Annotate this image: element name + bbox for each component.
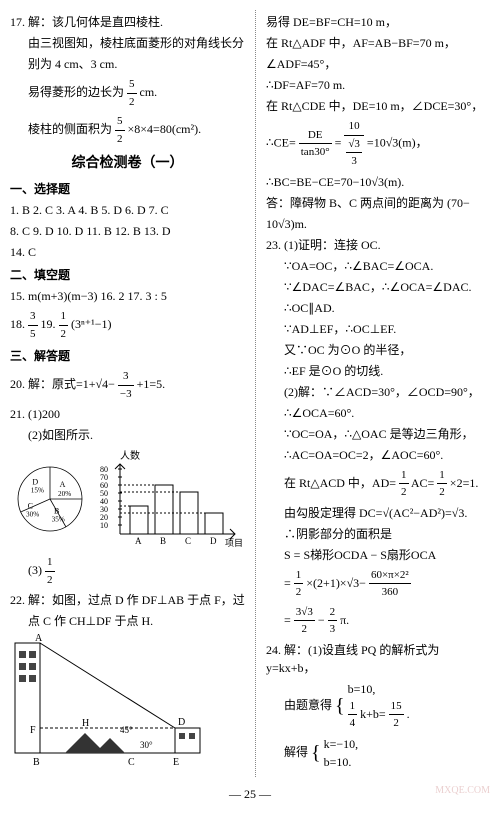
line: ∵∠DAC=∠BAC，∴∠OCA=∠DAC.	[266, 278, 490, 296]
answers: 18. 35 19. 12 (3ⁿ⁺¹−1)	[10, 308, 245, 342]
line: 在 Rt△ADF 中，AF=AB−BF=70 m，	[266, 34, 490, 52]
line: 17. 解：该几何体是直四棱柱.	[10, 13, 245, 31]
bar-chart: 人数 项目 8070605040302010ABCD	[95, 449, 245, 549]
svg-text:B: B	[33, 757, 40, 768]
svg-text:A: A	[135, 536, 142, 546]
svg-text:15%: 15%	[31, 487, 44, 495]
line: ∴CE= DEtan30° = 10√33 =10√3(m)，	[266, 118, 490, 170]
svg-text:B: B	[54, 506, 59, 515]
line: ∴DF=AF=70 m.	[266, 76, 490, 94]
charts: A 20% B 35% C 30% D 15% 人数 项目 8070605040…	[10, 449, 245, 549]
line: ∴OC∥AD.	[266, 299, 490, 317]
line: 易得 DE=BF=CH=10 m，	[266, 13, 490, 31]
svg-text:10: 10	[100, 521, 108, 530]
svg-text:D: D	[210, 536, 217, 546]
triangle-diagram: A D F H B C E 45° 30°	[10, 633, 210, 773]
line: 答：障碍物 B、C 两点间的距离为 (70−	[266, 194, 490, 212]
svg-text:D: D	[32, 478, 38, 487]
svg-text:F: F	[30, 725, 36, 736]
q22-2: 点 C 作 CH⊥DF 于点 H.	[10, 612, 245, 630]
q24: 24. 解：(1)设直线 PQ 的解析式为 y=kx+b，	[266, 641, 490, 677]
line: ∴BC=BE−CE=70−10√3(m).	[266, 173, 490, 191]
q22-1: 22. 解：如图，过点 D 作 DF⊥AB 于点 F，过	[10, 591, 245, 609]
line: ∴∠OCA=60°.	[266, 404, 490, 422]
line: (2)解：∵∠ACD=30°，∠OCD=90°，	[266, 383, 490, 401]
line: 10√3)m.	[266, 215, 490, 233]
line: ∵OA=OC，∴∠BAC=∠OCA.	[266, 257, 490, 275]
svg-text:项目: 项目	[225, 538, 243, 548]
line: = 12 ×(2+1)×√3− 60×π×2²360	[266, 567, 490, 601]
line: 又∵OC 为⊙O 的半径，	[266, 341, 490, 359]
svg-text:H: H	[82, 718, 89, 729]
svg-text:A: A	[60, 480, 66, 489]
q21-2: (2)如图所示.	[10, 426, 245, 444]
answers: 14. C	[10, 243, 245, 261]
line: 由题意得 { b=10, 14 k+b= 152 .	[266, 680, 490, 732]
pie-chart: A 20% B 35% C 30% D 15%	[10, 459, 90, 539]
svg-text:D: D	[178, 717, 185, 728]
svg-text:E: E	[173, 757, 179, 768]
q21-3: (3) 12	[10, 554, 245, 588]
line: ∴EF 是⊙O 的切线.	[266, 362, 490, 380]
line: 在 Rt△CDE 中，DE=10 m，∠DCE=30°，	[266, 97, 490, 115]
line: 解得 { k=−10, b=10.	[266, 735, 490, 771]
right-column: 易得 DE=BF=CH=10 m， 在 Rt△ADF 中，AF=AB−BF=70…	[255, 10, 490, 777]
left-column: 17. 解：该几何体是直四棱柱. 由三视图知，棱柱底面菱形的对角线长分 别为 4…	[10, 10, 245, 777]
line: 易得菱形的边长为 52 cm.	[10, 76, 245, 110]
svg-text:30°: 30°	[140, 740, 153, 750]
line: ∵OC=OA，∴△OAC 是等边三角形，	[266, 425, 490, 443]
q21-1: 21. (1)200	[10, 405, 245, 423]
line: ∴阴影部分的面积是	[266, 525, 490, 543]
line: 在 Rt△ACD 中，AD= 12 AC= 12 ×2=1.	[266, 467, 490, 501]
line: 由三视图知，棱柱底面菱形的对角线长分	[10, 34, 245, 52]
svg-text:30%: 30%	[26, 511, 39, 519]
section-header: 一、选择题	[10, 180, 245, 198]
line: ∴AC=OA=OC=2，∠AOC=60°.	[266, 446, 490, 464]
svg-text:C: C	[28, 502, 33, 511]
svg-text:B: B	[160, 536, 166, 546]
line: S = S梯形OCDA − S扇形OCA	[266, 546, 490, 564]
exam-title: 综合检测卷（一）	[10, 153, 245, 174]
answers: 8. C 9. D 10. D 11. B 12. B 13. D	[10, 222, 245, 240]
svg-text:人数: 人数	[120, 449, 140, 462]
answers: 1. B 2. C 3. A 4. B 5. D 6. D 7. C	[10, 201, 245, 219]
section-header: 二、填空题	[10, 266, 245, 284]
q23: 23. (1)证明：连接 OC.	[266, 236, 490, 254]
svg-text:A: A	[35, 633, 43, 644]
svg-text:C: C	[128, 757, 135, 768]
line: 由勾股定理得 DC=√(AC²−AD²)=√3.	[266, 504, 490, 522]
line: ∠ADF=45°，	[266, 55, 490, 73]
section-header: 三、解答题	[10, 347, 245, 365]
line: 棱柱的侧面积为 52 ×8×4=80(cm²).	[10, 113, 245, 147]
line: ∵AD⊥EF，∴OC⊥EF.	[266, 320, 490, 338]
line: = 3√32 − 23 π.	[266, 604, 490, 638]
answers: 15. m(m+3)(m−3) 16. 2 17. 3 : 5	[10, 287, 245, 305]
page-number: — 25 —	[10, 785, 490, 803]
svg-text:C: C	[185, 536, 191, 546]
q20: 20. 解：原式=1+√4− 3−3 +1=5.	[10, 368, 245, 402]
line: 别为 4 cm、3 cm.	[10, 55, 245, 73]
svg-text:45°: 45°	[120, 725, 133, 735]
svg-text:35%: 35%	[52, 515, 65, 523]
svg-text:20%: 20%	[58, 490, 71, 498]
watermark: MXQE.COM	[435, 785, 490, 796]
